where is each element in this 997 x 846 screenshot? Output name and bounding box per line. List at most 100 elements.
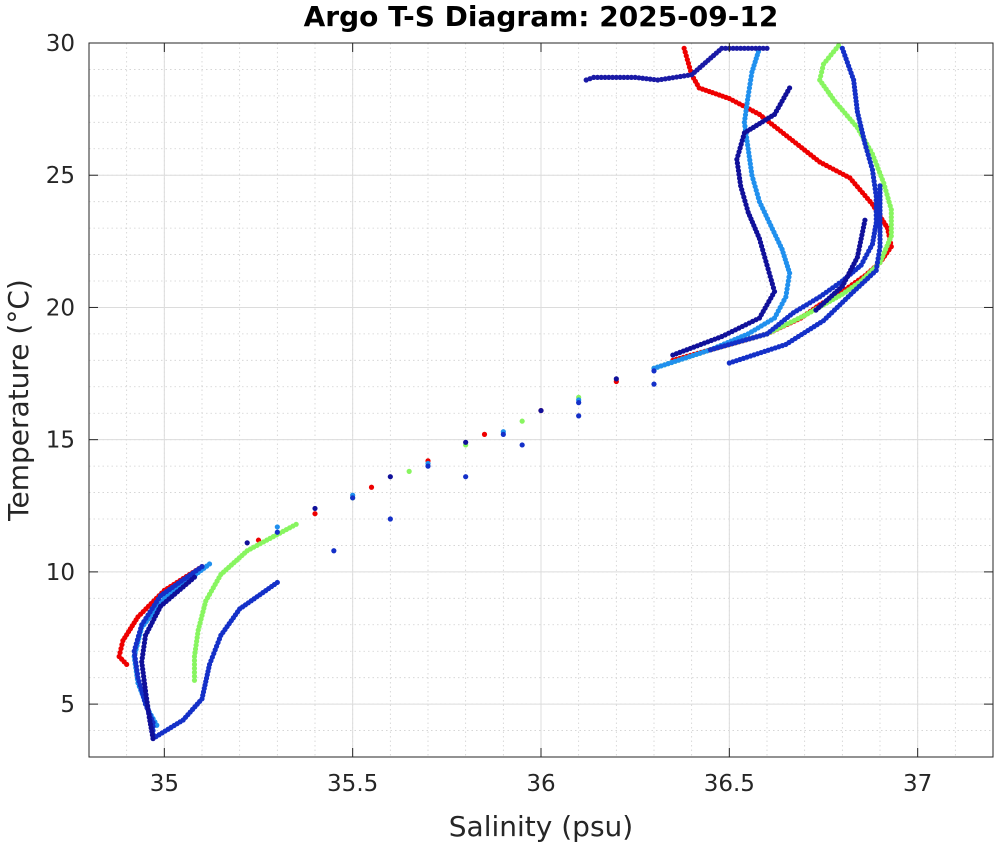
data-point-interp (749, 45, 755, 51)
data-point (764, 45, 770, 51)
data-point (387, 474, 393, 480)
x-tick-label: 36.5 (704, 771, 755, 797)
data-point-interp (819, 69, 825, 75)
data-point-interp (602, 74, 608, 80)
data-point (274, 524, 280, 530)
y-tick-label: 5 (60, 692, 75, 718)
data-point-interp (191, 665, 198, 672)
data-point-interp (786, 274, 792, 280)
data-point (719, 45, 725, 51)
data-point (150, 735, 156, 742)
data-point (670, 352, 676, 358)
data-point (651, 368, 657, 374)
data-point (331, 548, 337, 554)
y-axis-ticks: 5 10 15 20 25 30 (46, 31, 993, 718)
data-point (463, 474, 469, 480)
data-point (463, 439, 469, 445)
data-point (787, 270, 793, 276)
data-point-interp (741, 45, 748, 51)
data-point-interp (118, 645, 124, 652)
data-point-interp (875, 255, 881, 262)
data-point (873, 267, 879, 274)
data-point-interp (783, 290, 790, 296)
data-point (191, 653, 198, 660)
data-point-interp (876, 247, 882, 254)
x-axis-label: Salinity (psu) (449, 810, 633, 843)
data-point-interp (747, 81, 753, 87)
data-point (877, 244, 883, 250)
data-point (820, 61, 827, 67)
data-point-interp (119, 642, 125, 648)
chart-title: Argo T-S Diagram: 2025-09-12 (304, 0, 779, 33)
data-point (888, 207, 894, 213)
data-point-interp (888, 214, 894, 220)
data-point (749, 69, 755, 75)
y-tick-label: 10 (46, 560, 75, 586)
data-point-interp (191, 661, 198, 668)
data-point-interp (874, 259, 881, 266)
data-point (576, 400, 582, 406)
data-point-interp (628, 74, 635, 80)
data-point-interp (760, 45, 766, 51)
data-point-interp (873, 197, 879, 203)
y-tick-label: 30 (46, 31, 75, 57)
series-layer (116, 43, 894, 742)
data-point (576, 413, 582, 419)
data-point (120, 638, 126, 644)
data-point-interp (617, 74, 623, 80)
data-point (406, 468, 412, 474)
data-point-interp (722, 45, 729, 51)
data-point (538, 407, 544, 414)
data-point-interp (647, 76, 653, 82)
data-point (387, 516, 393, 522)
x-tick-label: 35 (150, 771, 179, 797)
data-point-interp (191, 657, 198, 664)
y-tick-label: 15 (46, 428, 75, 454)
x-tick-label: 36 (526, 771, 555, 797)
data-point-interp (888, 222, 894, 228)
data-point (312, 505, 318, 512)
data-point (368, 484, 375, 490)
data-point-interp (643, 76, 650, 82)
data-point-interp (594, 74, 601, 80)
data-point (873, 193, 879, 199)
data-point (632, 74, 638, 80)
data-point-interp (753, 45, 759, 51)
data-point (244, 540, 250, 546)
data-point-interp (621, 74, 627, 80)
y-tick-label: 20 (46, 295, 75, 321)
data-point-interp (746, 85, 753, 91)
data-point (613, 376, 619, 382)
data-point-interp (888, 229, 894, 235)
data-point-interp (746, 89, 752, 95)
data-point-interp (818, 73, 824, 79)
data-point-interp (651, 76, 657, 83)
data-point (481, 431, 488, 437)
data-point-interp (745, 45, 751, 51)
data-point (813, 307, 819, 313)
data-point-interp (191, 673, 198, 679)
data-point-interp (888, 210, 894, 216)
data-point-interp (877, 240, 883, 246)
data-point-interp (598, 74, 604, 80)
data-point (707, 347, 714, 353)
data-point-interp (877, 232, 883, 239)
data-point-interp (785, 282, 791, 288)
data-point (651, 381, 657, 387)
data-point-interp (606, 74, 612, 80)
data-point-interp (877, 229, 883, 235)
data-point-interp (756, 45, 763, 51)
data-point-interp (785, 278, 791, 284)
data-point-interp (609, 74, 616, 80)
data-point (274, 579, 280, 586)
y-tick-label: 25 (46, 163, 75, 189)
data-point-interp (613, 74, 619, 80)
data-point-interp (748, 77, 754, 83)
data-point-interp (877, 236, 883, 242)
data-point-interp (784, 286, 790, 292)
data-point (425, 463, 431, 469)
data-point-interp (636, 75, 642, 81)
data-point-interp (876, 251, 882, 258)
